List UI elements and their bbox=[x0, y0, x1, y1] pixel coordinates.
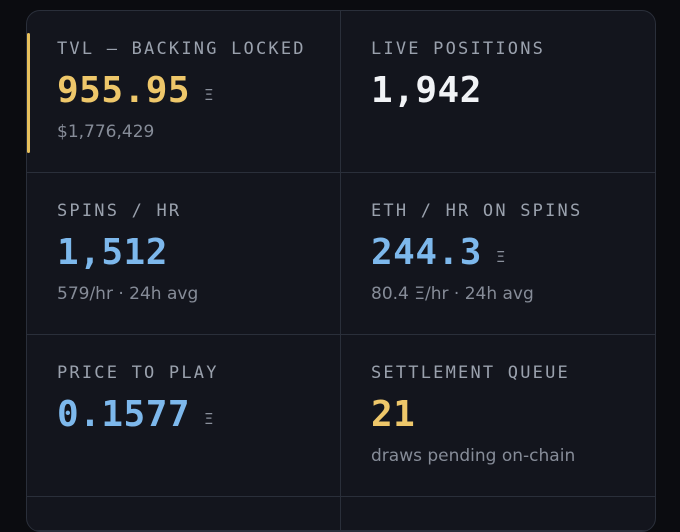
stat-value-row: 244.3 Ξ bbox=[371, 231, 505, 275]
stat-label: ETH / HR ON SPINS bbox=[371, 201, 583, 221]
stats-grid: TVL — BACKING LOCKED 955.95 Ξ $1,776,429… bbox=[27, 11, 655, 531]
stat-card-price-to-play: PRICE TO PLAY 0.1577 Ξ bbox=[27, 335, 341, 497]
stat-value: 1,512 bbox=[57, 232, 168, 273]
stat-card-partial-right bbox=[341, 497, 655, 531]
stat-subtext: $1,776,429 bbox=[57, 122, 155, 142]
stat-value-row: 0.1577 Ξ bbox=[57, 393, 214, 437]
stat-subtext: draws pending on-chain bbox=[371, 446, 576, 466]
stat-value-row: 955.95 Ξ bbox=[57, 69, 214, 113]
eth-unit-icon: Ξ bbox=[204, 410, 214, 428]
stats-panel: TVL — BACKING LOCKED 955.95 Ξ $1,776,429… bbox=[26, 10, 656, 532]
eth-unit-icon: Ξ bbox=[204, 86, 214, 104]
stat-value: 244.3 bbox=[371, 232, 482, 273]
stat-card-live-positions: LIVE POSITIONS 1,942 bbox=[341, 11, 655, 173]
stat-value-row: 1,942 bbox=[371, 69, 482, 113]
stat-card-eth-hr: ETH / HR ON SPINS 244.3 Ξ 80.4 Ξ/hr · 24… bbox=[341, 173, 655, 335]
stat-subtext: 579/hr · 24h avg bbox=[57, 284, 199, 304]
highlight-accent-bar bbox=[27, 33, 30, 153]
stat-value-row: 1,512 bbox=[57, 231, 168, 275]
stat-label: SPINS / HR bbox=[57, 201, 182, 221]
eth-unit-icon: Ξ bbox=[495, 248, 506, 266]
stat-label: TVL — BACKING LOCKED bbox=[57, 39, 306, 59]
stat-label: LIVE POSITIONS bbox=[371, 39, 546, 59]
stat-card-partial-left bbox=[27, 497, 341, 531]
stat-value: 0.1577 bbox=[57, 394, 191, 435]
stat-value: 1,942 bbox=[371, 70, 482, 111]
stat-card-tvl: TVL — BACKING LOCKED 955.95 Ξ $1,776,429 bbox=[27, 11, 341, 173]
stat-subtext: 80.4 Ξ/hr · 24h avg bbox=[371, 284, 534, 304]
stat-value-row: 21 bbox=[371, 393, 415, 437]
stat-card-spins-hr: SPINS / HR 1,512 579/hr · 24h avg bbox=[27, 173, 341, 335]
stat-label: PRICE TO PLAY bbox=[57, 363, 219, 383]
stat-value: 21 bbox=[371, 394, 416, 435]
stat-card-settlement-queue: SETTLEMENT QUEUE 21 draws pending on-cha… bbox=[341, 335, 655, 497]
stat-label: SETTLEMENT QUEUE bbox=[371, 363, 570, 383]
stat-value: 955.95 bbox=[57, 70, 191, 111]
